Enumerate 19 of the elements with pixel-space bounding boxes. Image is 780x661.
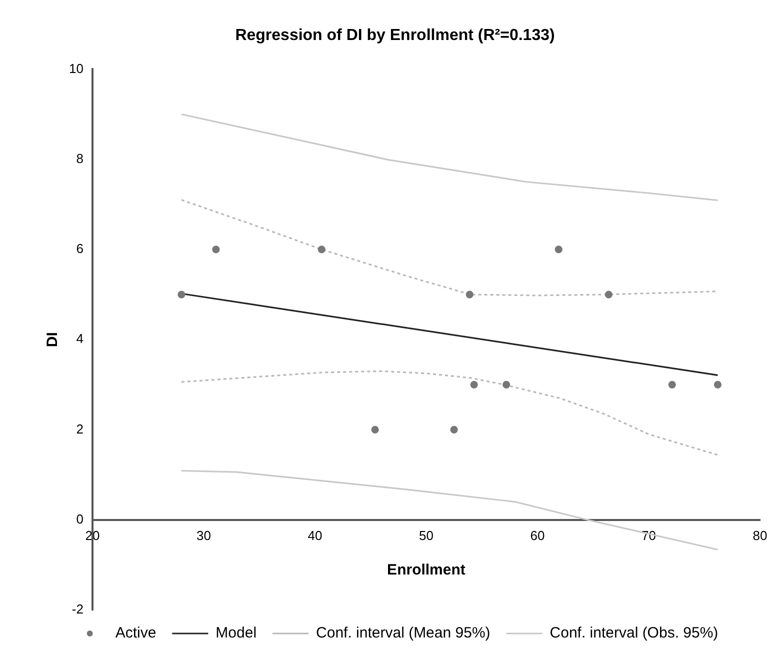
legend-label: Conf. interval (Mean 95%)	[316, 624, 490, 642]
x-tick-label: 40	[308, 528, 322, 544]
y-tick-label: 2	[76, 421, 84, 436]
legend-label: Model	[216, 624, 257, 642]
y-tick-label: 10	[68, 60, 84, 76]
y-axis-title: DI	[44, 332, 62, 348]
y-tick-label: 0	[76, 511, 84, 526]
legend-label: Active	[115, 624, 156, 642]
chart-title: Regression of DI by Enrollment (R²=0.133)	[235, 27, 555, 44]
x-tick-label: 50	[418, 528, 434, 544]
legend-label: Conf. interval (Obs. 95%)	[550, 624, 718, 642]
y-tick-label: 8	[76, 150, 84, 166]
y-tick-label: 6	[76, 241, 84, 256]
x-axis-title: Enrollment	[387, 562, 466, 579]
x-tick-label: 30	[196, 528, 211, 544]
y-tick-label: -2	[72, 602, 84, 617]
x-tick-label: 80	[752, 528, 768, 544]
y-tick-label: 4	[76, 331, 84, 346]
x-tick-label: 60	[530, 528, 545, 544]
